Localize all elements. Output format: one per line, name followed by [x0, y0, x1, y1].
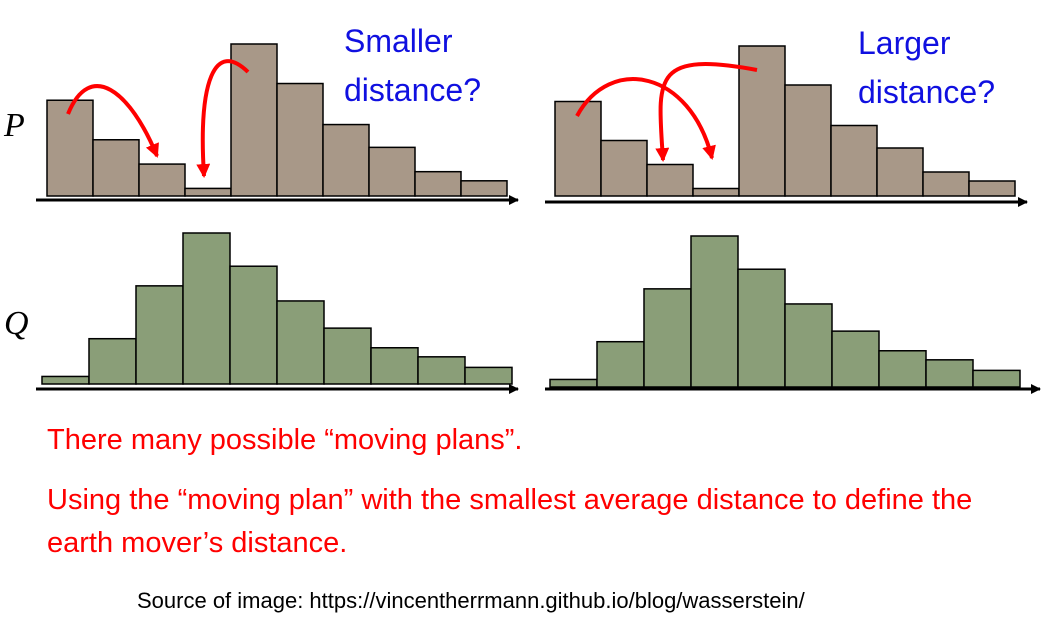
smaller-distance-label-line1: Smaller: [344, 23, 453, 59]
p-right-bar-2: [600, 139, 648, 197]
p-left-bar-2: [92, 139, 140, 197]
p-left-bar-3: [138, 163, 186, 197]
p-right-bar-10: [968, 180, 1016, 197]
q-histogram-right: [549, 235, 1021, 388]
q-right-bar-6: [784, 303, 833, 388]
q-left-bar-2: [88, 337, 137, 385]
image-source-text: Source of image: https://vincentherrmann…: [137, 588, 805, 613]
smaller-distance-label-line2: distance?: [344, 72, 481, 108]
q-right-bar-4: [690, 235, 739, 388]
p-left-bar-10: [460, 180, 508, 197]
p-right-bar-8: [876, 147, 924, 197]
q-right-bar-5: [737, 268, 786, 388]
q-left-bar-4: [182, 232, 231, 385]
p-left-bar-4: [184, 187, 232, 197]
move-arrow-right-1: [575, 77, 716, 160]
q-left-bar-7: [323, 327, 372, 385]
p-left-bar-8: [368, 146, 416, 197]
q-left-bar-6: [276, 300, 325, 385]
move-arrow-left-1: [66, 84, 159, 158]
p-right-bar-7: [830, 124, 878, 197]
p-right-bar-1: [554, 100, 602, 197]
earth-mover-diagram: P Q Smaller distance? Larger distance?: [3, 23, 1041, 394]
q-right-bar-7: [831, 330, 880, 388]
q-left-bar-1: [41, 375, 90, 385]
smallest-distance-text: Using the “moving plan” with the smalles…: [47, 484, 973, 559]
p-left-bar-7: [322, 123, 370, 197]
q-right-bar-2: [596, 340, 645, 388]
p-histogram-right: [554, 45, 1016, 197]
q-left-bar-5: [229, 265, 278, 385]
larger-distance-label-line1: Larger: [858, 25, 951, 61]
p-left-bar-6: [276, 82, 324, 197]
p-left-bar-5: [230, 43, 278, 197]
p-left-bar-9: [414, 170, 462, 197]
p-right-bar-4: [692, 187, 740, 197]
moving-plans-text: There many possible “moving plans”.: [47, 424, 523, 456]
q-label: Q: [4, 305, 29, 342]
p-histogram-left: [46, 43, 508, 197]
q-left-bar-9: [417, 356, 466, 385]
q-left-bar-10: [464, 366, 513, 385]
q-right-bar-9: [925, 359, 974, 388]
q-right-bar-3: [643, 288, 692, 388]
p-right-bar-9: [922, 171, 970, 197]
p-right-bar-6: [784, 84, 832, 197]
move-arrow-right-2: [655, 62, 758, 162]
q-left-bar-3: [135, 285, 184, 385]
q-right-bar-1: [549, 378, 598, 388]
p-right-bar-3: [646, 163, 694, 197]
p-label: P: [3, 107, 25, 144]
larger-distance-label-line2: distance?: [858, 74, 995, 110]
q-left-bar-8: [370, 347, 419, 385]
q-histogram-left: [41, 232, 513, 385]
q-right-bar-10: [972, 369, 1021, 388]
q-right-bar-8: [878, 350, 927, 388]
p-left-bar-1: [46, 99, 94, 197]
move-arrow-left-2: [196, 59, 250, 178]
p-right-bar-5: [738, 45, 786, 197]
